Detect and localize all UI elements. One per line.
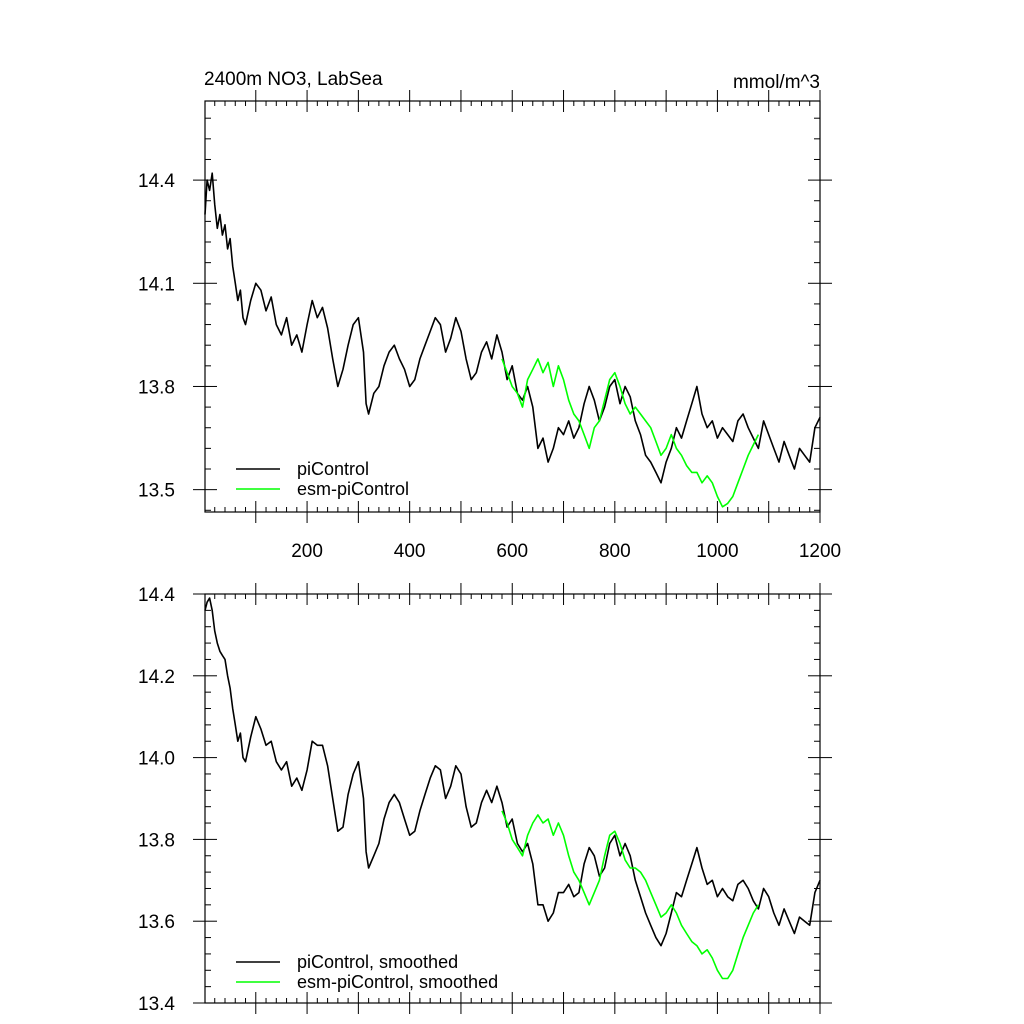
- legend-label-picontrol: piControl: [297, 459, 369, 479]
- plot-frame: [204, 100, 821, 513]
- series-line-esm-picontrol: [501, 358, 760, 508]
- y-tick-label: 13.8: [138, 830, 175, 851]
- y-tick-label: 14.0: [138, 749, 175, 770]
- y-tick-label: 13.6: [138, 912, 175, 933]
- y-tick-label: 13.5: [138, 481, 175, 502]
- x-tick-label: 400: [394, 541, 426, 562]
- x-tick-label: 200: [291, 541, 323, 562]
- x-tick-label: 600: [496, 541, 528, 562]
- x-tick-label: 1000: [696, 541, 738, 562]
- legend: piControl, smoothed esm-piControl, smoot…: [236, 952, 498, 992]
- x-tick-label: 800: [599, 541, 631, 562]
- y-tick-label: 13.8: [138, 377, 175, 398]
- legend-label-picontrol-smoothed: piControl, smoothed: [297, 952, 458, 972]
- series-line-picontrol-smoothed: [204, 597, 821, 947]
- x-tick-label: 1200: [799, 541, 841, 562]
- y-tick-label: 14.4: [138, 171, 175, 192]
- y-tick-label: 14.4: [138, 585, 175, 606]
- legend-label-esm-picontrol: esm-piControl: [297, 479, 409, 499]
- y-tick-label: 14.2: [138, 667, 175, 688]
- plot-frame: [204, 593, 821, 1004]
- series-line-picontrol: [204, 172, 821, 484]
- legend: piControl esm-piControl: [236, 459, 409, 499]
- top-chart-panel: 2400m NO3, LabSea mmol/m^3 200 400 600 800 1…: [138, 69, 841, 562]
- bottom-chart-panel: 13.4 13.6 13.8 14.0 14.2 14.4 piControl, smoo…: [138, 583, 832, 1015]
- chart-title: 2400m NO3, LabSea: [204, 69, 383, 90]
- units-label: mmol/m^3: [733, 72, 820, 93]
- y-tick-label: 14.1: [138, 274, 175, 295]
- y-tick-label: 13.4: [138, 994, 175, 1015]
- legend-label-esm-picontrol-smoothed: esm-piControl, smoothed: [297, 972, 498, 992]
- series-line-esm-picontrol-smoothed: [501, 810, 760, 980]
